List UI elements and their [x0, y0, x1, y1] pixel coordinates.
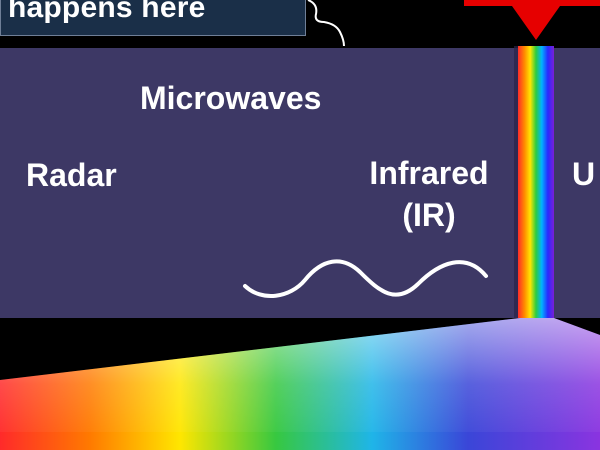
infrared-label: Infrared: [369, 155, 489, 191]
visible-spectrum-fan-highlight: [0, 318, 600, 450]
visible-light-strip-shadow: [514, 46, 518, 318]
microwaves-label: Microwaves: [140, 80, 322, 116]
callout-box: happens here: [0, 0, 306, 36]
spectrum-bottom-bar: [0, 432, 600, 450]
callout-text: happens here: [8, 0, 206, 24]
visible-light-strip: [518, 46, 554, 318]
radar-label: Radar: [26, 157, 117, 193]
infrared-abbrev-label: (IR): [402, 197, 456, 233]
sine-wave-icon: [243, 259, 488, 299]
ultraviolet-partial-label: U: [572, 156, 596, 192]
down-arrow-icon: [464, 0, 600, 40]
brace-icon: [307, 0, 345, 47]
spectrum-band: [0, 48, 600, 318]
